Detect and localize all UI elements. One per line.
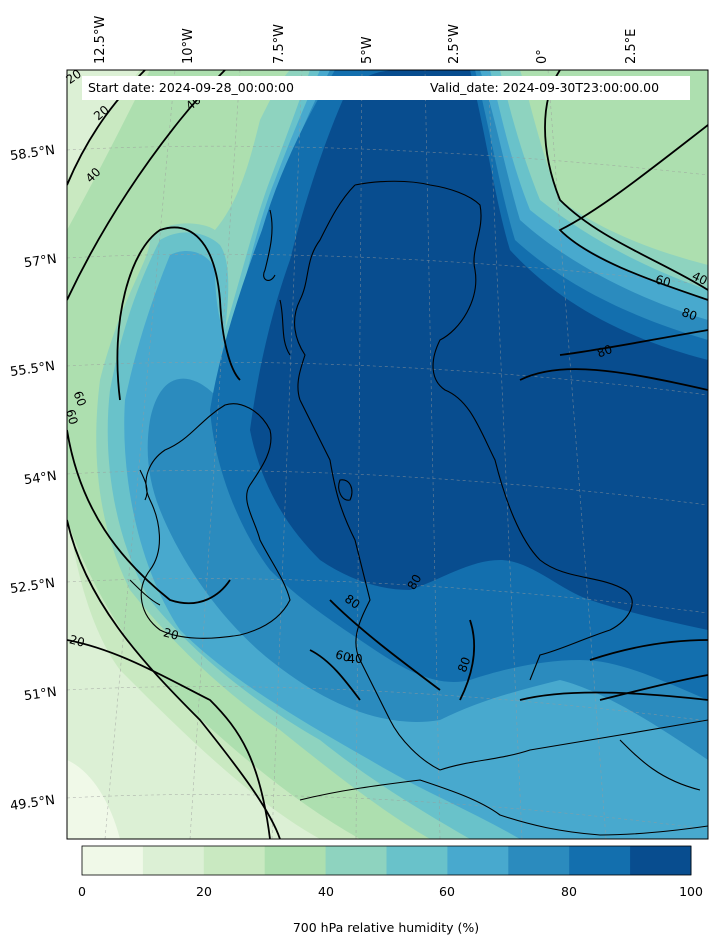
lon-label-2-5w: 2.5°W [447, 23, 462, 64]
colorbar-swatch [630, 846, 692, 875]
colorbar-tick-80: 80 [561, 884, 577, 899]
lon-label-10w: 10°W [181, 28, 196, 64]
contour-label: 80 [405, 572, 425, 592]
contour-label: 80 [595, 342, 614, 360]
colorbar [82, 846, 692, 875]
map-frame [66, 69, 709, 840]
colorbar-title: 700 hPa relative humidity (%) [292, 920, 480, 935]
colorbar-swatch [508, 846, 570, 875]
contour-label: 40 [690, 269, 710, 288]
contour-label: 60 [334, 647, 352, 664]
lon-label-12-5w: 12.5°W [93, 15, 108, 64]
colorbar-swatch [203, 846, 266, 875]
contour-label: 60 [71, 389, 89, 408]
graticule [67, 70, 708, 839]
lon-label-5w: 5°W [360, 36, 375, 64]
colorbar-swatch [264, 846, 327, 875]
colorbar-swatch [325, 846, 387, 875]
humidity-band-90-100 [250, 70, 708, 630]
colorbar-tick-60: 60 [439, 884, 455, 899]
contour-label: 20 [162, 625, 180, 642]
coastlines [129, 180, 708, 836]
contour-label: 80 [680, 305, 699, 323]
lon-label-2-5e: 2.5°E [624, 28, 639, 64]
colorbar-swatch [386, 846, 448, 875]
contour-label: 80 [455, 655, 473, 674]
lon-label-0: 0° [535, 49, 550, 64]
contour-label: 60 [654, 272, 672, 289]
valid-date-label: Valid_date: 2024-09-30T23:00:00.00 [430, 80, 660, 95]
colorbar-tick-20: 20 [196, 884, 212, 899]
humidity-field [67, 70, 708, 839]
date-header-box [82, 76, 690, 100]
colorbar-swatch [142, 846, 205, 875]
lon-label-7-5w: 7.5°W [272, 23, 287, 64]
contour-label: 20 [68, 632, 86, 649]
contour-label: 40 [347, 652, 362, 666]
start-date-label: Start date: 2024-09-28_00:00:00 [88, 80, 294, 95]
contour-label: 60 [63, 408, 80, 426]
colorbar-swatch [569, 846, 631, 875]
colorbar-tick-0: 0 [78, 884, 86, 899]
colorbar-tick-100: 100 [679, 884, 703, 899]
colorbar-tick-40: 40 [318, 884, 334, 899]
colorbar-swatch [447, 846, 509, 875]
colorbar-swatch [82, 846, 144, 875]
colorbar-frame [81, 845, 692, 876]
